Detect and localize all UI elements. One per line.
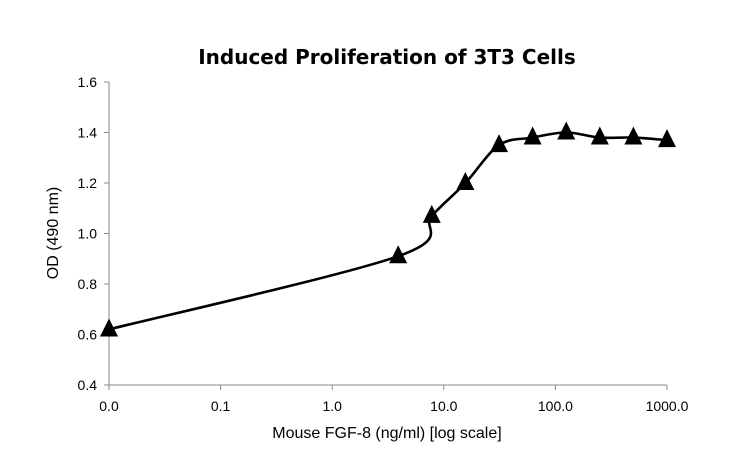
- x-axis-ticks: 0.0 0.1 1.0 10.0 100.0 1000.0: [99, 385, 689, 414]
- data-point-triangle: [590, 126, 609, 145]
- y-axis-label: OD (490 nm): [45, 187, 62, 279]
- data-point-triangle: [100, 318, 118, 337]
- data-point-triangle: [557, 121, 576, 140]
- x-tick-label: 0.0: [99, 398, 119, 414]
- y-tick-label: 0.6: [78, 327, 98, 343]
- y-tick-label: 0.4: [78, 377, 98, 393]
- axes: [108, 82, 667, 386]
- x-axis-label: Mouse FGF-8 (ng/ml) [log scale]: [272, 425, 501, 442]
- x-tick-label: 1000.0: [646, 398, 689, 414]
- data-point-triangle: [490, 134, 509, 153]
- data-point-triangle: [422, 204, 441, 223]
- y-tick-label: 1.4: [78, 125, 98, 141]
- y-axis-ticks: 0.4 0.6 0.8 1.0 1.2 1.4 1.6: [78, 74, 109, 393]
- y-tick-label: 0.8: [78, 276, 98, 292]
- series-markers: [100, 121, 676, 337]
- x-tick-label: 0.1: [211, 398, 231, 414]
- series-line: [108, 131, 668, 331]
- y-tick-label: 1.0: [78, 226, 98, 242]
- data-point-triangle: [389, 245, 408, 264]
- y-tick-label: 1.2: [78, 175, 98, 191]
- series-line-group: [108, 131, 668, 331]
- data-point-triangle: [523, 126, 542, 145]
- x-tick-label: 10.0: [430, 398, 457, 414]
- data-point-triangle: [658, 129, 676, 148]
- data-point-triangle: [624, 126, 643, 145]
- x-tick-label: 1.0: [322, 398, 342, 414]
- data-point-triangle: [456, 172, 475, 190]
- y-tick-label: 1.6: [78, 74, 98, 90]
- chart-title: Induced Proliferation of 3T3 Cells: [198, 45, 576, 69]
- x-tick-label: 100.0: [538, 398, 573, 414]
